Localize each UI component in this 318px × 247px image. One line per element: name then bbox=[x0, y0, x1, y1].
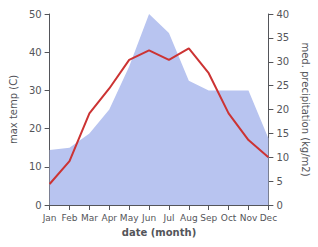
svg-text:0: 0 bbox=[35, 200, 41, 211]
svg-text:Nov: Nov bbox=[240, 213, 258, 223]
svg-text:Sep: Sep bbox=[200, 213, 217, 223]
svg-text:10: 10 bbox=[276, 152, 289, 163]
svg-text:40: 40 bbox=[29, 47, 42, 58]
svg-text:Feb: Feb bbox=[62, 213, 78, 223]
svg-text:30: 30 bbox=[276, 56, 289, 67]
svg-text:Jan: Jan bbox=[42, 213, 57, 223]
svg-text:25: 25 bbox=[276, 80, 289, 91]
svg-text:20: 20 bbox=[276, 104, 289, 115]
svg-text:med. precipitation (kg/m2): med. precipitation (kg/m2) bbox=[300, 42, 311, 176]
svg-text:20: 20 bbox=[29, 123, 42, 134]
svg-text:Aug: Aug bbox=[180, 213, 198, 223]
svg-text:May: May bbox=[120, 213, 139, 223]
svg-text:35: 35 bbox=[276, 32, 289, 43]
svg-text:Oct: Oct bbox=[221, 213, 237, 223]
svg-text:max temp (C): max temp (C) bbox=[8, 75, 19, 144]
svg-text:15: 15 bbox=[276, 128, 289, 139]
svg-text:40: 40 bbox=[276, 9, 289, 20]
svg-text:30: 30 bbox=[29, 85, 42, 96]
svg-text:Apr: Apr bbox=[101, 213, 117, 223]
svg-text:10: 10 bbox=[29, 161, 42, 172]
svg-text:Dec: Dec bbox=[260, 213, 277, 223]
svg-text:Jun: Jun bbox=[141, 213, 156, 223]
svg-text:0: 0 bbox=[276, 200, 282, 211]
svg-text:5: 5 bbox=[276, 176, 282, 187]
svg-text:50: 50 bbox=[29, 9, 42, 20]
svg-text:Mar: Mar bbox=[81, 213, 98, 223]
svg-text:Jul: Jul bbox=[163, 213, 175, 223]
svg-text:date (month): date (month) bbox=[122, 227, 196, 238]
